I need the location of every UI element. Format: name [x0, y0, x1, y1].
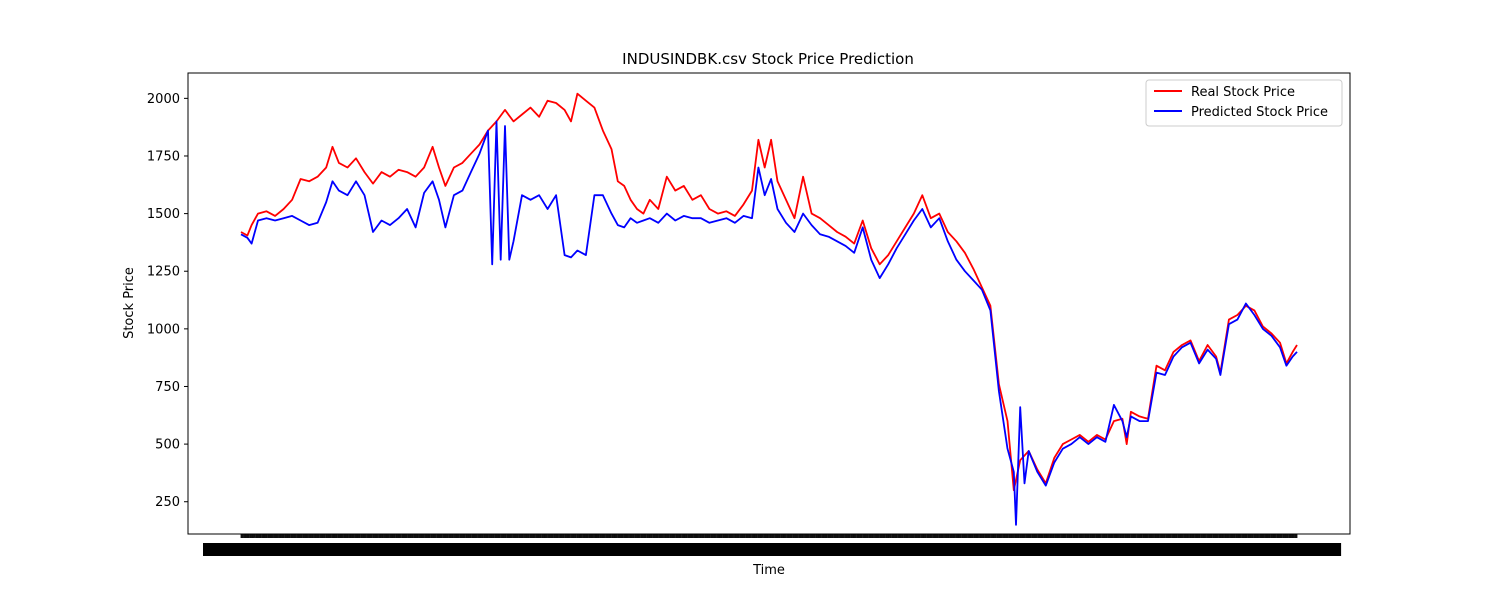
series-layer [240, 92, 1298, 526]
y-tick-label: 250 [155, 495, 180, 510]
y-tick-label: 1000 [147, 322, 180, 337]
y-tick-label: 750 [155, 380, 180, 395]
y-tick-label: 1250 [147, 265, 180, 280]
legend-box [1145, 79, 1343, 127]
x-axis-label: Time [752, 563, 785, 578]
legend-label-real: Real Stock Price [1191, 85, 1295, 100]
y-tick-label: 2000 [147, 92, 180, 107]
x-tick-labels-overlapping [203, 543, 1342, 556]
legend: Real Stock Price Predicted Stock Price [1145, 79, 1343, 127]
plot-area [187, 72, 1351, 535]
y-tick-label: 1500 [147, 207, 180, 222]
series-line-predicted [240, 120, 1298, 526]
x-tick-marks [240, 534, 1298, 538]
y-tick-label: 500 [155, 438, 180, 453]
y-tick-label: 1750 [147, 149, 180, 164]
x-axis-ticks [203, 534, 1342, 556]
y-axis-ticks: 250 500 750 1000 1250 1500 1750 2000 [147, 92, 188, 510]
series-line-real [240, 92, 1298, 492]
legend-label-predicted: Predicted Stock Price [1191, 105, 1328, 120]
chart-title: INDUSINDBK.csv Stock Price Prediction [622, 50, 914, 68]
y-axis-label: Stock Price [122, 267, 137, 339]
